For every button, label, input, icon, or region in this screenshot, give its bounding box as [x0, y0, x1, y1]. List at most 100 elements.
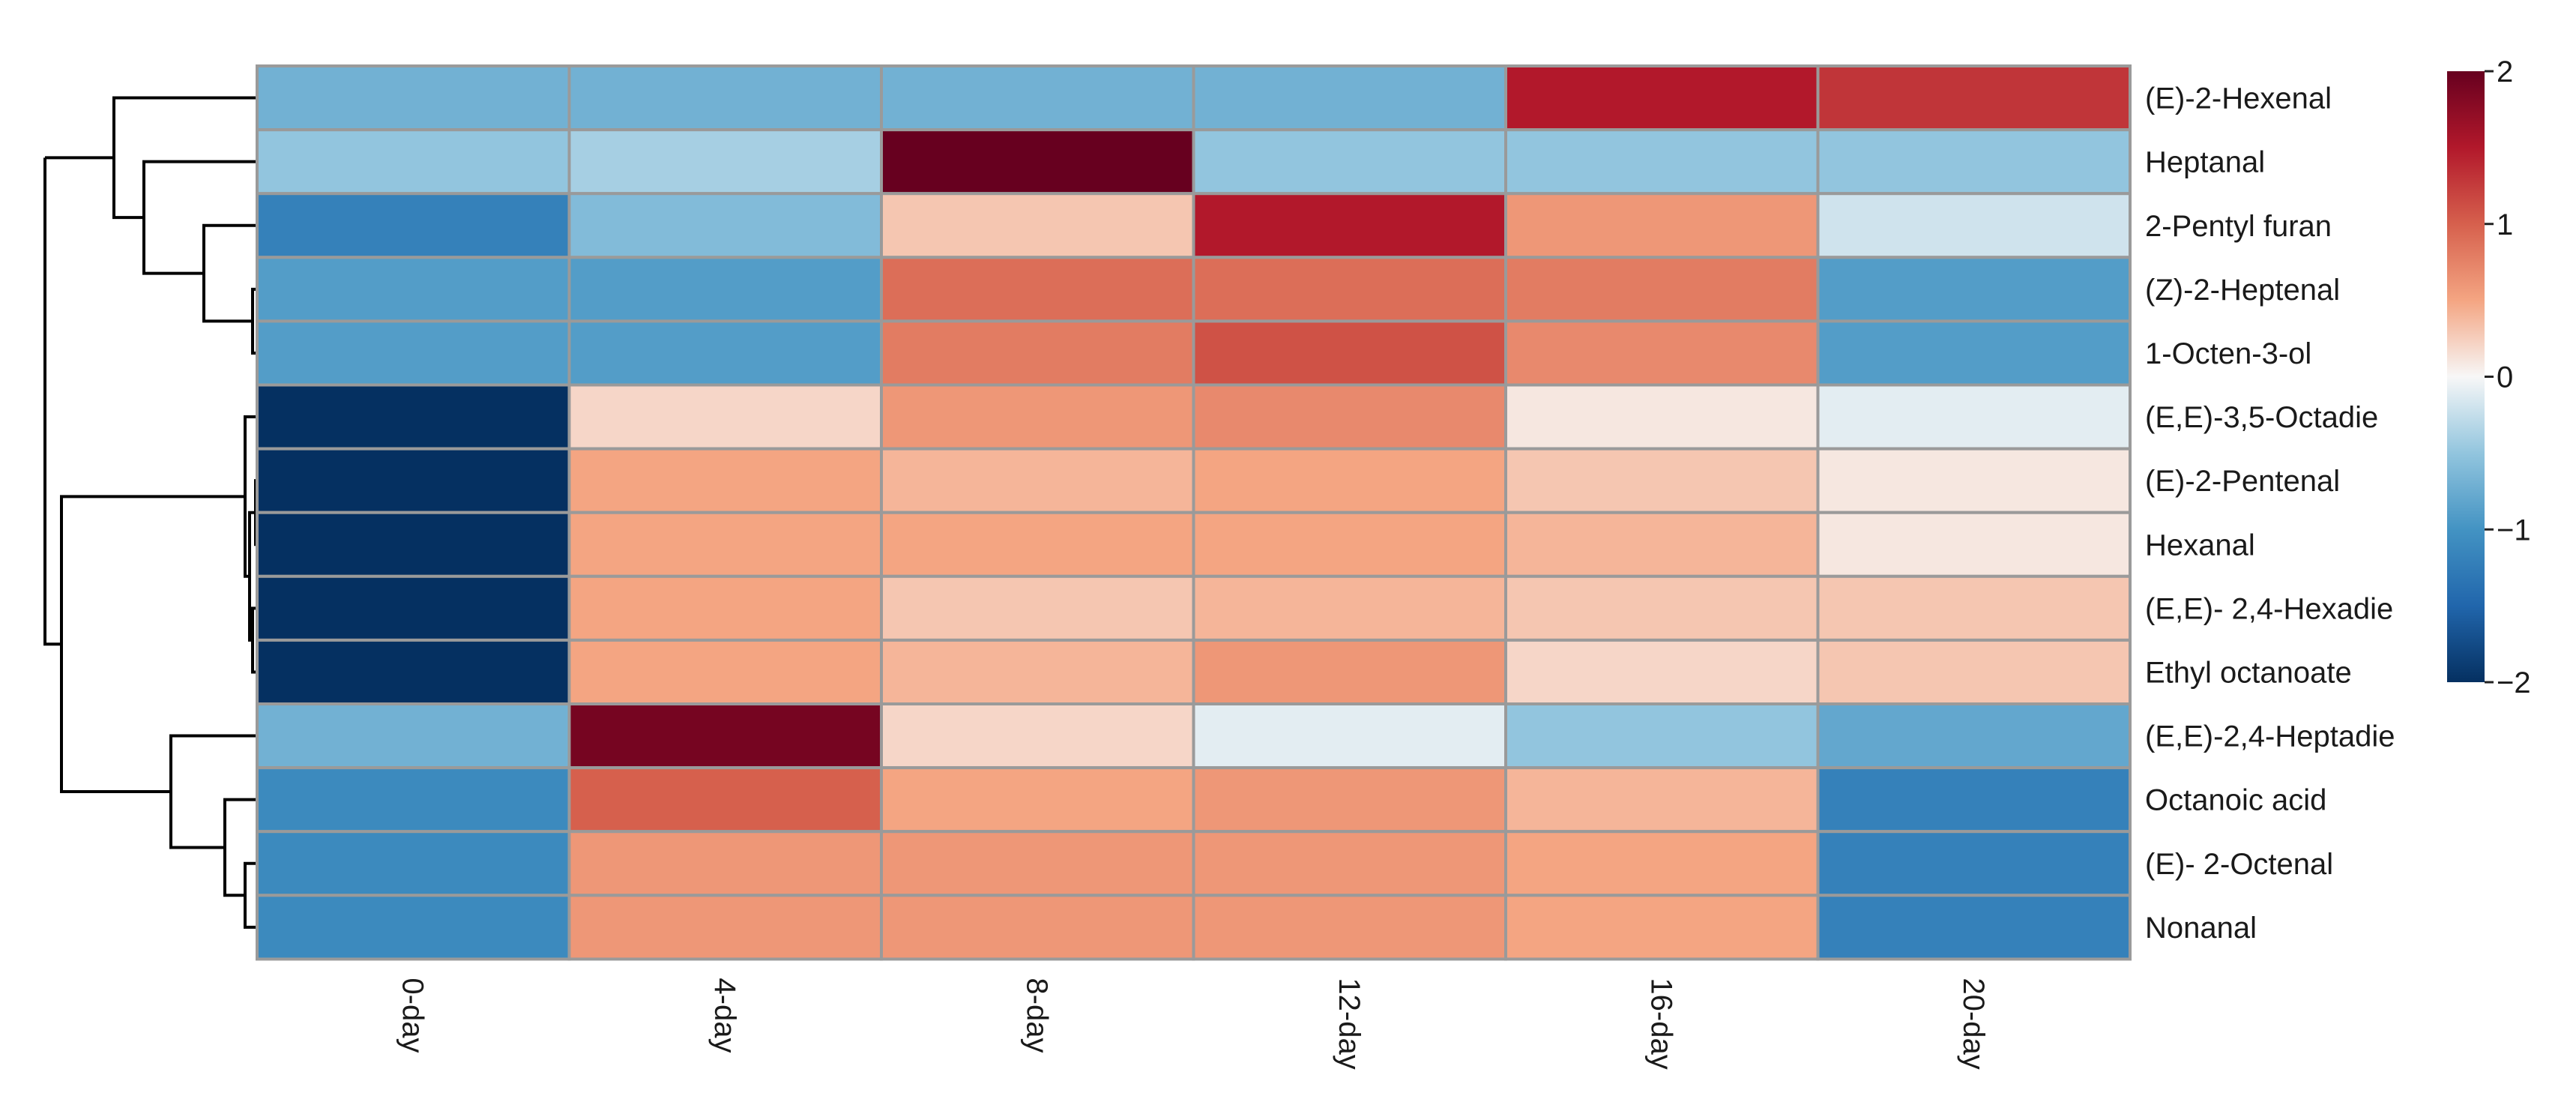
heatmap-cell: [1504, 319, 1820, 387]
heatmap-cell: [880, 192, 1195, 259]
heatmap-cell: [880, 894, 1195, 961]
colorbar-tick-label: −1: [2497, 514, 2531, 547]
row-label: (E)-2-Pentenal: [2145, 465, 2340, 498]
heatmap-cell: [256, 256, 571, 323]
heatmap-cell: [1192, 447, 1507, 514]
colorbar-tick-label: 0: [2497, 361, 2513, 394]
row-label: 2-Pentyl furan: [2145, 210, 2332, 243]
dendrogram-branch: [60, 495, 245, 794]
heatmap-cell: [567, 638, 883, 706]
heatmap-cell: [256, 574, 571, 642]
heatmap-cell: [256, 638, 571, 706]
heatmap-cell: [1192, 383, 1507, 451]
row-label: Nonanal: [2145, 912, 2257, 945]
heatmap-cell: [1504, 383, 1820, 451]
heatmap-cell: [1816, 128, 2132, 196]
heatmap-cell: [1816, 830, 2132, 897]
heatmap-cell: [880, 830, 1195, 897]
row-label: Octanoic acid: [2145, 784, 2326, 817]
heatmap-cell: [1192, 894, 1507, 961]
heatmap-cell: [1504, 511, 1820, 578]
heatmap-cell: [880, 766, 1195, 834]
heatmap-cell: [1192, 128, 1507, 196]
heatmap-cell: [880, 447, 1195, 514]
row-label: Heptanal: [2145, 146, 2265, 179]
heatmap-cell: [1504, 192, 1820, 259]
heatmap-cell: [1192, 64, 1507, 132]
heatmap-cell: [1192, 574, 1507, 642]
heatmap-cell: [1192, 256, 1507, 323]
column-label: 20-day: [1957, 978, 1990, 1069]
heatmap-cell: [567, 383, 883, 451]
heatmap-cell: [1504, 638, 1820, 706]
row-label: (Z)-2-Heptenal: [2145, 274, 2340, 307]
row-label: 1-Octen-3-ol: [2145, 337, 2311, 370]
heatmap-cell: [1192, 830, 1507, 897]
column-label: 0-day: [396, 978, 429, 1053]
column-label: 16-day: [1644, 978, 1677, 1069]
row-label: (E)- 2-Octenal: [2145, 848, 2333, 881]
row-label: Ethyl octanoate: [2145, 656, 2352, 689]
dendrogram-branch: [223, 798, 257, 897]
heatmap-cell: [567, 128, 883, 196]
heatmap-cell: [1816, 574, 2132, 642]
colorbar: 2 1 0 −1 −2: [2447, 55, 2531, 699]
heatmap-cell: [567, 256, 883, 323]
row-labels: (E)-2-Hexenal Heptanal 2-Pentyl furan (Z)-2…: [2145, 82, 2395, 945]
heatmap-cell: [1192, 638, 1507, 706]
heatmap-cell: [880, 574, 1195, 642]
row-label: (E,E)- 2,4-Hexadie: [2145, 592, 2393, 625]
heatmap-cell: [256, 894, 571, 961]
heatmap-cell: [567, 702, 883, 770]
dendrogram-branch: [142, 160, 257, 275]
colorbar-tick-label: 2: [2497, 55, 2513, 88]
row-label: (E,E)-3,5-Octadie: [2145, 401, 2378, 434]
heatmap-cell: [1816, 702, 2132, 770]
heatmap-cell: [567, 447, 883, 514]
heatmap-cell: [1504, 830, 1820, 897]
heatmap-cell: [256, 766, 571, 834]
heatmap-cell: [1192, 766, 1507, 834]
heatmap-cell: [256, 319, 571, 387]
heatmap-cells: [256, 64, 2132, 961]
heatmap-cell: [1192, 702, 1507, 770]
dendrogram-branch: [112, 96, 257, 220]
heatmap-cell: [880, 319, 1195, 387]
heatmap-cell: [256, 830, 571, 897]
heatmap-cell: [1504, 64, 1820, 132]
heatmap-cell: [1192, 319, 1507, 387]
heatmap-cell: [256, 702, 571, 770]
row-label: Hexanal: [2145, 529, 2255, 561]
row-label: (E,E)-2,4-Heptadie: [2145, 720, 2395, 753]
column-labels: 0-day 4-day 8-day 12-day 16-day 20-day: [396, 978, 1990, 1069]
dendrogram-branch: [244, 861, 257, 929]
heatmap-cell: [256, 383, 571, 451]
heatmap-cell: [1504, 447, 1820, 514]
heatmap-cell: [256, 511, 571, 578]
column-label: 8-day: [1020, 978, 1053, 1053]
heatmap-cell: [567, 192, 883, 259]
heatmap-cell: [567, 894, 883, 961]
heatmap-cell: [256, 64, 571, 132]
heatmap-cell: [1504, 128, 1820, 196]
heatmap-cell: [567, 511, 883, 578]
column-label: 4-day: [708, 978, 741, 1053]
heatmap-cell: [1192, 511, 1507, 578]
heatmap-cell: [1816, 256, 2132, 323]
heatmap-cell: [1192, 192, 1507, 259]
heatmap-cell: [1816, 894, 2132, 961]
row-dendrogram: [43, 96, 257, 929]
heatmap-cell: [1816, 447, 2132, 514]
heatmap-cell: [880, 702, 1195, 770]
colorbar-tick-label: 1: [2497, 208, 2513, 241]
heatmap-cell: [1816, 192, 2132, 259]
heatmap-cell: [1816, 64, 2132, 132]
dendrogram-branch: [43, 157, 61, 646]
dendrogram-branch: [169, 734, 257, 849]
heatmap-cell: [880, 256, 1195, 323]
heatmap-cell: [256, 192, 571, 259]
heatmap-cell: [1504, 256, 1820, 323]
heatmap-cell: [880, 638, 1195, 706]
heatmap-cell: [880, 511, 1195, 578]
